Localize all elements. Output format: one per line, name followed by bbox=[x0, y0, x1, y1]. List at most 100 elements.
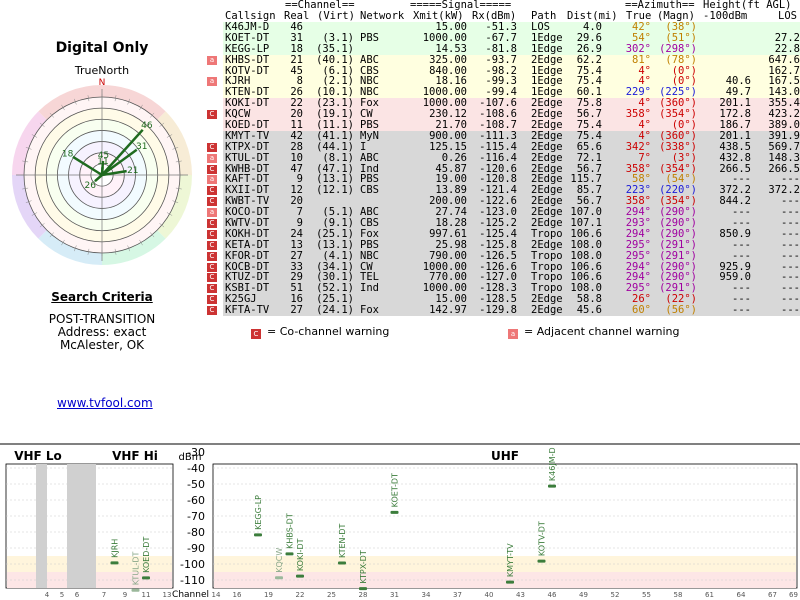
cell-magn: (220°) bbox=[659, 184, 697, 197]
cell-network: NBC bbox=[360, 249, 379, 262]
cell-network: CBS bbox=[360, 217, 379, 230]
x-tick-label: 61 bbox=[705, 591, 714, 599]
cell-rx: -111.3 bbox=[479, 129, 517, 142]
cell-true: 4° bbox=[638, 97, 651, 110]
y-tick-label: -30 bbox=[187, 446, 205, 459]
cell-magn: (225°) bbox=[659, 86, 697, 99]
cell-true: 342° bbox=[625, 140, 651, 153]
cell-magn: (354°) bbox=[659, 162, 697, 175]
cell-rx: -128.5 bbox=[479, 293, 517, 306]
col-true: True bbox=[626, 10, 652, 22]
cell-network: PBS bbox=[360, 31, 379, 44]
azimuth-tick bbox=[25, 147, 32, 150]
cell-rx: -121.4 bbox=[479, 184, 517, 197]
spectrum-chart: VHF Lo VHF Hi UHF dBm-30 -40 -50 -60 -70 -80 -90 -… bbox=[0, 443, 800, 600]
cell-true: 295° bbox=[625, 238, 651, 251]
cell-callsign: KWTV-DT bbox=[225, 217, 270, 230]
cell-network: PBS bbox=[360, 238, 379, 251]
cell-path: LOS bbox=[531, 21, 550, 33]
cell-dist: 115.7 bbox=[570, 173, 602, 186]
cell-true: 81° bbox=[632, 53, 651, 66]
cell-path: 2Edge bbox=[531, 151, 563, 164]
cell-dist: 106.6 bbox=[570, 260, 602, 273]
cell-true: 295° bbox=[625, 249, 651, 262]
cell-real: 22 bbox=[290, 97, 303, 110]
cell-true: 223° bbox=[625, 184, 651, 197]
cell-dist: 108.0 bbox=[570, 238, 602, 251]
vhf-hi-title: VHF Hi bbox=[112, 449, 158, 463]
cochannel-warning-icon: C bbox=[207, 142, 217, 152]
cell-true: 358° bbox=[625, 108, 651, 121]
cell-true: 358° bbox=[625, 162, 651, 175]
cell-true: 4° bbox=[638, 75, 651, 88]
table-row: C KETA-DT 13 (13.1) PBS 25.98 -125.8 2Edge 108.0… bbox=[205, 238, 800, 251]
cell-magn: (290°) bbox=[659, 227, 697, 240]
cell-los: --- bbox=[781, 293, 800, 306]
table-row: KEGG-LP 18 (35.1) 14.53 -81.8 1Edge 26.9 302° (2… bbox=[205, 43, 800, 55]
cell-rx: -123.0 bbox=[479, 206, 517, 219]
col-path: Path bbox=[531, 10, 557, 22]
col-los: LOS bbox=[778, 10, 797, 22]
cell-true: 4° bbox=[638, 64, 651, 77]
azimuth-tick bbox=[87, 95, 90, 102]
col-rx: Rx(dBm) bbox=[472, 10, 517, 22]
signal-bar bbox=[254, 533, 262, 537]
group-header-height: Height(ft AGL) bbox=[703, 0, 792, 11]
cell-dist: 107.1 bbox=[570, 217, 602, 230]
cell-callsign: KFOR-DT bbox=[225, 249, 270, 262]
cell-callsign: KOTV-DT bbox=[225, 64, 270, 77]
signal-bar-label: KTEN-DT bbox=[338, 523, 347, 558]
cell-path: Tropo bbox=[531, 249, 563, 262]
cell-xmit: 21.70 bbox=[435, 119, 467, 132]
azimuth-tick bbox=[159, 122, 165, 127]
cell-true: 294° bbox=[625, 206, 651, 219]
adjacent-warning-icon: a bbox=[207, 175, 217, 185]
cochannel-warning-icon: C bbox=[207, 251, 217, 261]
cell-los: 266.5 bbox=[768, 162, 800, 175]
row-band bbox=[223, 250, 800, 262]
signal-bar bbox=[338, 561, 346, 565]
cell-xmit: 142.97 bbox=[429, 304, 467, 317]
cell-los: 391.9 bbox=[768, 129, 800, 142]
cell-path: 2Edge bbox=[531, 293, 563, 306]
cell-los: --- bbox=[781, 260, 800, 273]
cell-dist: 60.1 bbox=[576, 86, 602, 99]
row-band bbox=[223, 152, 800, 164]
col-magn: (Magn) bbox=[657, 10, 695, 22]
cell-real: 45 bbox=[290, 64, 303, 77]
cell-true: 60° bbox=[632, 304, 651, 317]
cell-xmit: 0.26 bbox=[441, 151, 467, 164]
cell-xmit: 13.89 bbox=[435, 184, 467, 197]
adjacent-marker: a bbox=[508, 329, 518, 339]
search-address: Address: exact bbox=[57, 325, 147, 339]
table-row: C KOKH-DT 24 (25.1) Fox 997.61 -125.4 Tropo 106.… bbox=[205, 229, 800, 240]
cell-xmit: 18.16 bbox=[435, 75, 467, 88]
x-tick-label: 7 bbox=[102, 591, 106, 599]
table-row: KOED-DT 11 (11.1) PBS 21.70 -108.7 2Edge 75.4 4°… bbox=[205, 120, 800, 131]
cell-magn: (38°) bbox=[665, 21, 697, 33]
row-band bbox=[223, 185, 800, 197]
azimuth-tick bbox=[159, 223, 165, 228]
cell-dist: 56.7 bbox=[576, 195, 602, 208]
station-bearing-label: 26 bbox=[84, 181, 96, 191]
cell-path: Tropo bbox=[531, 282, 563, 295]
cell-xmit: 790.00 bbox=[429, 249, 467, 262]
row-band bbox=[223, 141, 800, 153]
x-tick-label: 31 bbox=[390, 591, 399, 599]
tvfool-link[interactable]: www.tvfool.com bbox=[57, 396, 153, 410]
cell-rx: -98.2 bbox=[485, 64, 517, 77]
cell-xmit: 19.00 bbox=[435, 173, 467, 186]
cell-callsign: KSBI-DT bbox=[225, 282, 270, 295]
row-band bbox=[223, 32, 800, 44]
cell-magn: (56°) bbox=[665, 304, 697, 317]
vhf-lo-title: VHF Lo bbox=[14, 449, 62, 463]
cell-true: 58° bbox=[632, 173, 651, 186]
cell-path: 2Edge bbox=[531, 129, 563, 142]
x-tick-label: 16 bbox=[233, 591, 242, 599]
cell-height-100: 186.7 bbox=[719, 119, 751, 132]
station-bearing-line bbox=[101, 169, 127, 177]
row-band bbox=[223, 22, 800, 33]
cell-rx: -108.7 bbox=[479, 119, 517, 132]
cell-los: --- bbox=[781, 282, 800, 295]
cell-callsign: K25GJ bbox=[225, 293, 257, 306]
